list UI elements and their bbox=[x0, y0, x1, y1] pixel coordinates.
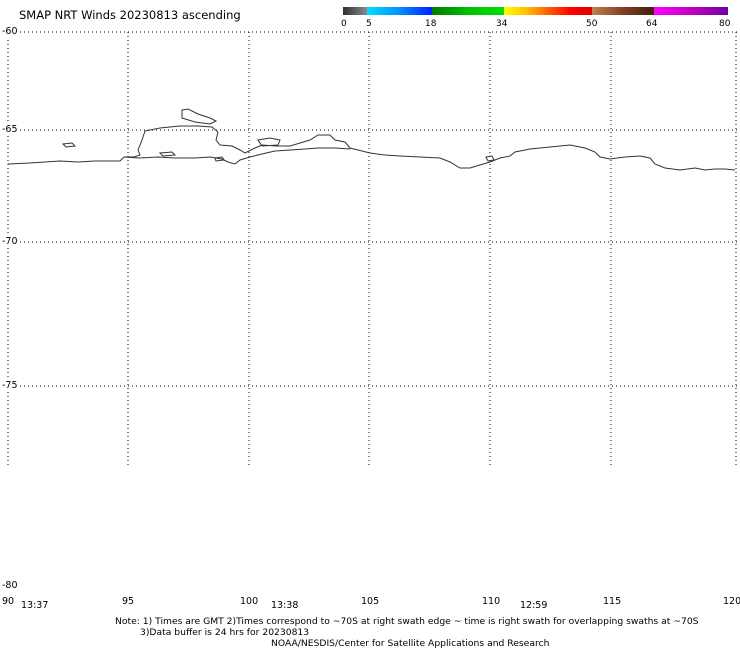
colorbar-label: 34 bbox=[496, 19, 508, 29]
grid-lines bbox=[7, 31, 740, 466]
colorbar-label: 50 bbox=[586, 19, 598, 29]
longitude-label: 110 bbox=[482, 596, 501, 607]
antarctic-coastline bbox=[7, 108, 736, 171]
longitude-label: 105 bbox=[361, 596, 380, 607]
note-line-2: 3)Data buffer is 24 hrs for 20230813 bbox=[140, 627, 310, 638]
latitude-label: -80 bbox=[1, 580, 19, 591]
coastline-main bbox=[7, 125, 736, 171]
island-small-3 bbox=[214, 156, 225, 162]
longitude-label: 100 bbox=[240, 596, 259, 607]
longitude-label: 95 bbox=[122, 596, 135, 607]
colorbar-segment-64-80 bbox=[654, 7, 728, 15]
island-small-1 bbox=[61, 142, 77, 148]
colorbar-segment-50-64 bbox=[592, 7, 654, 15]
colorbar-label: 5 bbox=[366, 19, 372, 29]
latitude-label: -65 bbox=[1, 124, 19, 135]
longitude-label: 120 bbox=[723, 596, 740, 607]
colorbar-label: 0 bbox=[341, 19, 347, 29]
swath-time-label: 12:59 bbox=[520, 600, 548, 611]
note-line-1: Note: 1) Times are GMT 2)Times correspon… bbox=[115, 616, 699, 627]
coastline-inner bbox=[123, 147, 351, 165]
longitude-label: 90 bbox=[2, 596, 15, 607]
swath-time-label: 13:37 bbox=[21, 600, 49, 611]
island-small-5 bbox=[485, 155, 495, 162]
island-small-4 bbox=[257, 137, 281, 147]
colorbar-segment-18-34 bbox=[432, 7, 504, 15]
swath-time-label: 13:38 bbox=[271, 600, 299, 611]
credit-line: NOAA/NESDIS/Center for Satellite Applica… bbox=[271, 638, 550, 649]
longitude-label: 115 bbox=[603, 596, 622, 607]
latitude-label: -75 bbox=[1, 380, 19, 391]
island-shelf bbox=[181, 108, 218, 125]
colorbar-label: 80 bbox=[719, 19, 731, 29]
island-small-2 bbox=[158, 151, 177, 157]
colorbar-label: 18 bbox=[425, 19, 437, 29]
colorbar-segment-34-50 bbox=[504, 7, 592, 15]
colorbar-segment-0-5 bbox=[343, 7, 367, 15]
colorbar-segment-5-18 bbox=[367, 7, 432, 15]
map-title: SMAP NRT Winds 20230813 ascending bbox=[19, 8, 241, 22]
latitude-label: -70 bbox=[1, 236, 19, 247]
latitude-label: -60 bbox=[1, 26, 19, 37]
colorbar-label: 64 bbox=[646, 19, 658, 29]
